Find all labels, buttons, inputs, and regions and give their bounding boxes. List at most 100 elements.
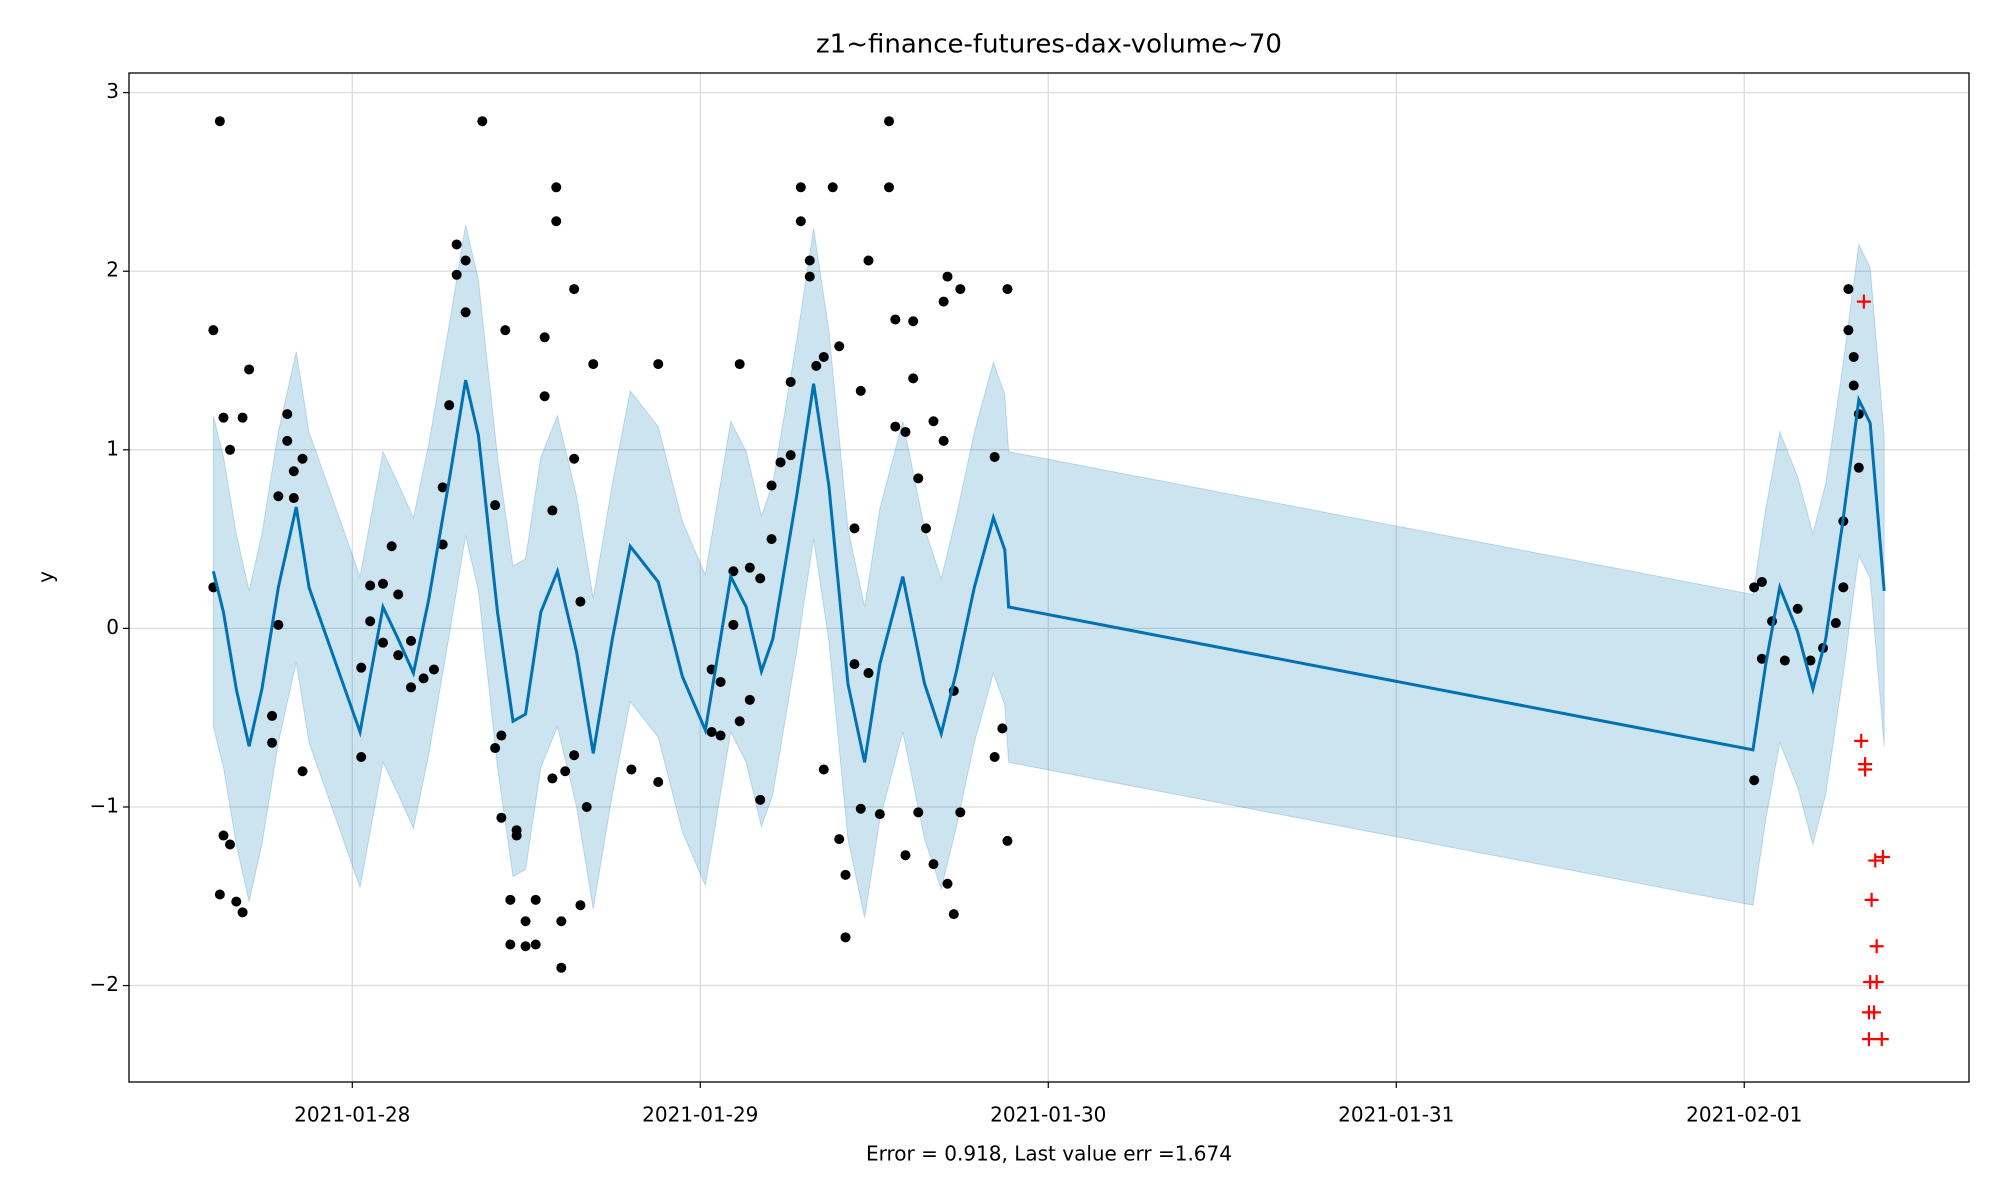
observed-point bbox=[393, 650, 404, 661]
uncertainty-band bbox=[212, 224, 1885, 918]
observed-point bbox=[1779, 655, 1790, 666]
observed-point bbox=[849, 659, 860, 670]
observed-point bbox=[804, 255, 815, 266]
observed-point bbox=[913, 473, 924, 484]
observed-point bbox=[393, 589, 404, 600]
observed-point bbox=[547, 773, 558, 784]
observed-point bbox=[218, 830, 229, 841]
observed-point bbox=[1853, 462, 1864, 473]
observed-point bbox=[834, 834, 845, 845]
observed-point bbox=[267, 710, 278, 721]
observed-point bbox=[908, 316, 919, 327]
observed-point bbox=[588, 359, 599, 370]
test-point bbox=[1854, 733, 1869, 748]
observed-point bbox=[785, 450, 796, 461]
observed-point bbox=[244, 364, 255, 375]
observed-point bbox=[908, 373, 919, 384]
observed-point bbox=[490, 500, 501, 511]
observed-point bbox=[1848, 351, 1859, 362]
observed-point bbox=[297, 766, 308, 777]
observed-point bbox=[569, 750, 580, 761]
observed-point bbox=[744, 694, 755, 705]
observed-point bbox=[840, 932, 851, 943]
observed-point bbox=[505, 939, 516, 950]
observed-point bbox=[547, 505, 558, 516]
y-tick-label: 3 bbox=[106, 79, 119, 103]
x-tick-label: 2021-01-28 bbox=[294, 1103, 410, 1127]
observed-point bbox=[1749, 582, 1760, 593]
observed-point bbox=[569, 453, 580, 464]
observed-point bbox=[997, 723, 1008, 734]
observed-point bbox=[863, 668, 874, 679]
observed-point bbox=[884, 182, 895, 193]
observed-point bbox=[890, 314, 901, 325]
observed-point bbox=[530, 894, 541, 905]
x-tick-label: 2021-01-29 bbox=[642, 1103, 758, 1127]
observed-point bbox=[551, 182, 562, 193]
observed-point bbox=[884, 116, 895, 127]
observed-point bbox=[551, 216, 562, 227]
observed-point bbox=[840, 869, 851, 880]
observed-point bbox=[795, 182, 806, 193]
observed-point bbox=[653, 776, 664, 787]
observed-point bbox=[989, 451, 1000, 462]
observed-point bbox=[428, 664, 439, 675]
test-point bbox=[1874, 1032, 1889, 1047]
test-point bbox=[1868, 853, 1883, 868]
observed-point bbox=[477, 116, 488, 127]
observed-point bbox=[539, 391, 550, 402]
observed-point bbox=[273, 491, 284, 502]
observed-point bbox=[460, 255, 471, 266]
observed-point bbox=[356, 751, 367, 762]
plot-frame bbox=[128, 72, 1970, 1083]
observed-point bbox=[218, 412, 229, 423]
observed-point bbox=[539, 332, 550, 343]
observed-point bbox=[874, 809, 885, 820]
observed-point bbox=[1805, 655, 1816, 666]
test-point bbox=[1869, 974, 1884, 989]
observed-point bbox=[460, 307, 471, 318]
observed-point bbox=[377, 578, 388, 589]
observed-point bbox=[1002, 835, 1013, 846]
x-axis-label: Error = 0.918, Last value err =1.674 bbox=[866, 1142, 1232, 1166]
observed-point bbox=[451, 239, 462, 250]
observed-point bbox=[755, 573, 766, 584]
observed-point bbox=[849, 523, 860, 534]
observed-point bbox=[811, 360, 822, 371]
observed-point bbox=[928, 416, 939, 427]
observed-point bbox=[706, 726, 717, 737]
observed-point bbox=[734, 716, 745, 727]
observed-point bbox=[267, 737, 278, 748]
observed-point bbox=[451, 269, 462, 280]
observed-point bbox=[505, 894, 516, 905]
observed-point bbox=[818, 764, 829, 775]
test-point bbox=[1864, 892, 1879, 907]
observed-point bbox=[556, 962, 567, 973]
observed-point bbox=[948, 909, 959, 920]
observed-point bbox=[855, 803, 866, 814]
observed-point bbox=[569, 284, 580, 295]
observed-point bbox=[225, 839, 236, 850]
observed-point bbox=[231, 896, 242, 907]
observed-point bbox=[444, 400, 455, 411]
observed-point bbox=[386, 541, 397, 552]
observed-point bbox=[297, 453, 308, 464]
observed-point bbox=[237, 907, 248, 918]
observed-point bbox=[1756, 576, 1767, 587]
x-tick-label: 2021-02-01 bbox=[1686, 1103, 1802, 1127]
observed-point bbox=[920, 523, 931, 534]
observed-point bbox=[1792, 603, 1803, 614]
observed-point bbox=[556, 916, 567, 927]
observed-point bbox=[1838, 582, 1849, 593]
observed-point bbox=[955, 807, 966, 818]
observed-point bbox=[1848, 380, 1859, 391]
observed-point bbox=[818, 351, 829, 362]
observed-point bbox=[418, 673, 429, 684]
observed-point bbox=[406, 635, 417, 646]
observed-point bbox=[955, 284, 966, 295]
observed-point bbox=[804, 271, 815, 282]
test-point bbox=[1875, 849, 1890, 864]
y-tick-label: 0 bbox=[106, 615, 119, 639]
observed-point bbox=[626, 764, 637, 775]
